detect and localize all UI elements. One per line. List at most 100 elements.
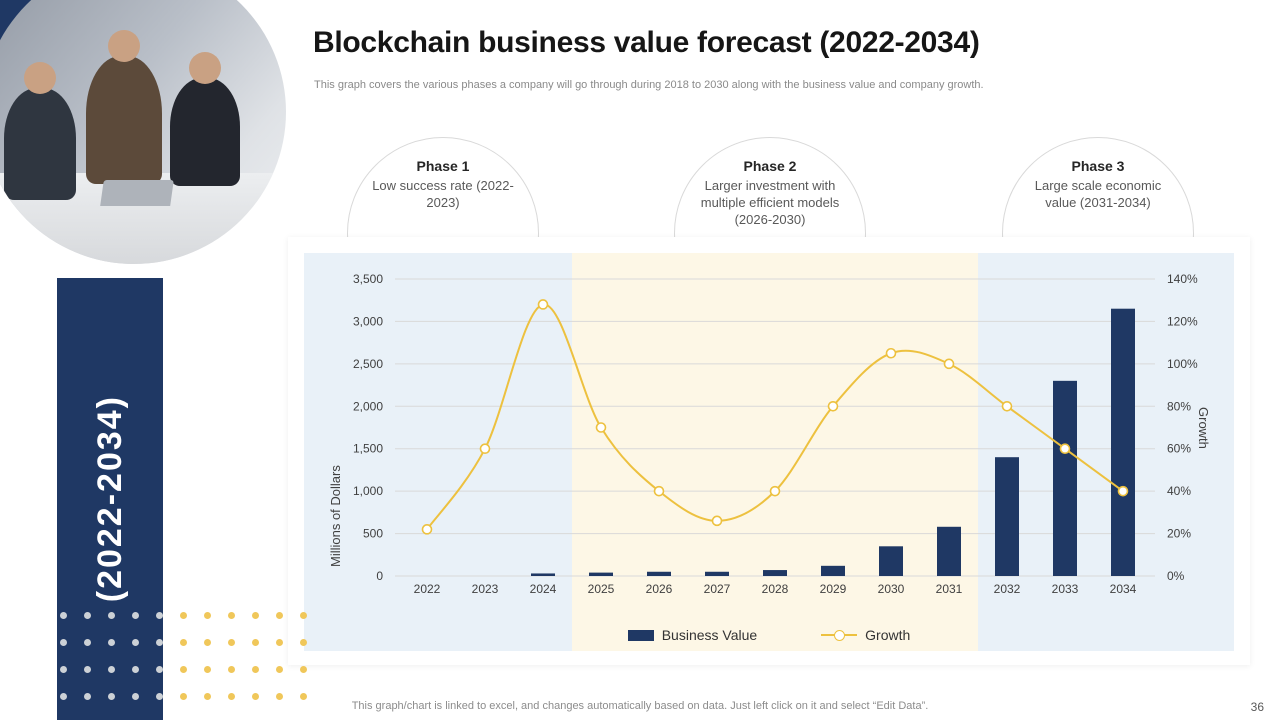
left-tick-label: 1,000 (353, 484, 383, 498)
x-tick-label: 2022 (414, 582, 441, 596)
decorative-dot (300, 612, 307, 619)
combo-chart: 3,500 140% 3,000 120% 2,500 100% 2,000 80% 1,500… (353, 272, 1198, 596)
x-tick-label: 2029 (820, 582, 847, 596)
growth-marker-2027 (711, 515, 723, 527)
growth-marker-2028 (769, 485, 781, 497)
right-tick-label: 60% (1167, 442, 1191, 456)
decorative-dot (252, 612, 259, 619)
right-tick-label: 40% (1167, 484, 1191, 498)
photo-person (4, 88, 76, 200)
growth-marker-2029 (827, 400, 839, 412)
decorative-dot (60, 612, 67, 619)
decorative-dot (204, 666, 211, 673)
phase-3-title: Phase 3 (1071, 158, 1125, 174)
decorative-dot (60, 693, 67, 700)
decorative-dot (156, 666, 163, 673)
decorative-dot (84, 693, 91, 700)
growth-marker-2022 (421, 524, 433, 535)
growth-marker-2033 (1059, 443, 1071, 455)
legend-business-value: Business Value (627, 627, 758, 643)
decorative-dot (108, 612, 115, 619)
decorative-dot (108, 639, 115, 646)
decorative-dot (180, 639, 187, 646)
decorative-dot (84, 666, 91, 673)
decorative-dot (228, 639, 235, 646)
bar-2026 (647, 571, 671, 576)
bar-2029 (821, 565, 845, 576)
decorative-dot (132, 693, 139, 700)
legend-growth-label: Growth (865, 627, 911, 643)
x-tick-label: 2025 (588, 582, 615, 596)
phase-band-layer (288, 237, 1250, 665)
legend-business-value-label: Business Value (661, 627, 758, 643)
decorative-dot (204, 612, 211, 619)
x-tick-label: 2023 (472, 582, 499, 596)
phase-band-3 (978, 253, 1234, 651)
x-tick-label: 2032 (994, 582, 1021, 596)
team-photo (0, 0, 286, 264)
decorative-dot (132, 639, 139, 646)
bar-2028 (763, 570, 787, 576)
page-title: Blockchain business value forecast (2022… (313, 26, 980, 59)
decorative-dot (108, 693, 115, 700)
left-tick-label: 3,500 (353, 272, 383, 286)
x-tick-label: 2033 (1052, 582, 1079, 596)
decorative-dot (252, 693, 259, 700)
right-tick-label: 80% (1167, 399, 1191, 413)
decorative-dot (180, 612, 187, 619)
growth-line (426, 303, 1124, 530)
footer-note: This graph/chart is linked to excel, and… (351, 700, 929, 712)
bar-2031 (937, 526, 961, 576)
growth-marker-2023 (479, 443, 491, 455)
growth-marker-2024 (537, 299, 549, 310)
decorative-dot (60, 666, 67, 673)
phase-band-2 (572, 253, 978, 651)
phase-1-desc: Low success rate (2022-2023) (372, 178, 514, 210)
x-tick-label: 2024 (530, 582, 557, 596)
right-axis-title: Growth (1196, 407, 1211, 449)
bar-2030 (879, 546, 903, 576)
decorative-dot (156, 639, 163, 646)
decorative-dot (180, 666, 187, 673)
decorative-dot (276, 693, 283, 700)
bar-2033 (1053, 380, 1077, 576)
left-tick-label: 3,000 (353, 314, 383, 328)
right-tick-label: 0% (1167, 569, 1185, 583)
bar-2024 (531, 573, 555, 576)
x-tick-label: 2030 (878, 582, 905, 596)
decorative-dot (276, 666, 283, 673)
decorative-dot (180, 693, 187, 700)
decorative-dot (60, 639, 67, 646)
bar-2034 (1111, 308, 1135, 576)
left-tick-label: 2,500 (353, 357, 383, 371)
bar-2032 (995, 457, 1019, 576)
x-tick-label: 2034 (1110, 582, 1137, 596)
decorative-dot (108, 666, 115, 673)
business-value-chart[interactable]: 3,500 140% 3,000 120% 2,500 100% 2,000 80% 1,500… (288, 237, 1250, 665)
right-tick-label: 20% (1167, 527, 1191, 541)
bar-2025 (589, 572, 613, 576)
left-tick-label: 500 (363, 527, 383, 541)
growth-marker-2032 (1001, 400, 1013, 412)
phase-band-1 (304, 253, 572, 651)
decorative-dot (252, 666, 259, 673)
chart-legend: Business Value Growth (288, 627, 1250, 643)
photo-person (170, 78, 240, 186)
x-tick-label: 2028 (762, 582, 789, 596)
growth-marker-2026 (653, 485, 665, 497)
legend-growth: Growth (821, 627, 910, 643)
business-value-swatch (627, 629, 654, 641)
phase-3-desc: Large scale economic value (2031-2034) (1034, 178, 1162, 210)
phase-2-title: Phase 2 (743, 158, 797, 174)
page-subtitle: This graph covers the various phases a c… (314, 79, 984, 91)
decorative-dot-grid (60, 612, 340, 712)
side-banner: (2022-2034) (57, 278, 163, 720)
left-axis-title: Millions of Dollars (328, 465, 343, 567)
right-tick-label: 100% (1167, 357, 1198, 371)
decorative-dot (252, 639, 259, 646)
x-tick-label: 2031 (936, 582, 963, 596)
decorative-dot (204, 693, 211, 700)
x-tick-label: 2026 (646, 582, 673, 596)
growth-marker-2030 (885, 347, 897, 359)
decorative-dot (300, 666, 307, 673)
